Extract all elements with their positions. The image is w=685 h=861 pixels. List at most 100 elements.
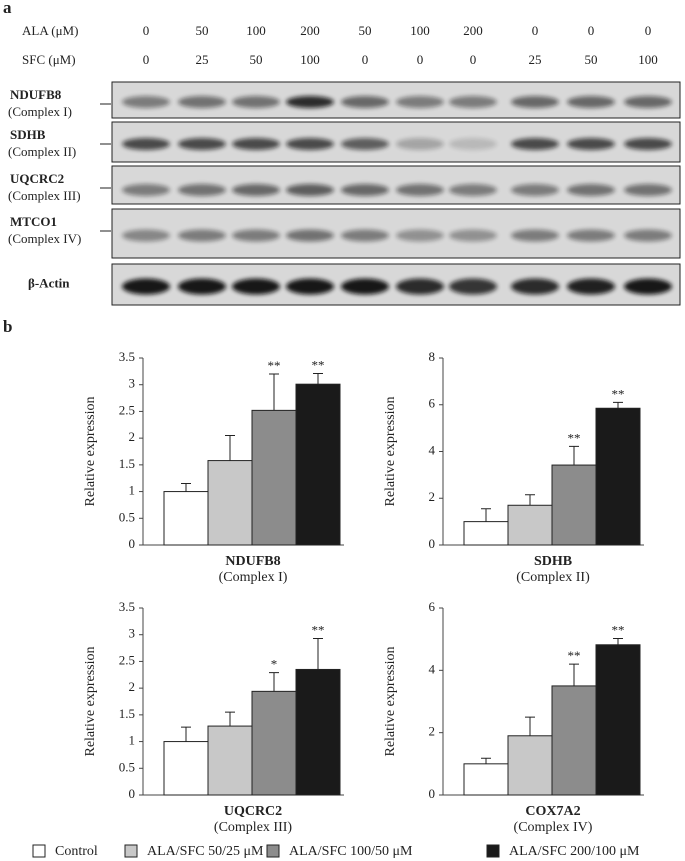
y-tick-label: 6 [429, 396, 436, 411]
legend-swatch [32, 844, 46, 858]
blot-band [232, 184, 280, 196]
error-bar [481, 757, 491, 764]
bar [251, 409, 297, 546]
chart-title: COX7A2 [525, 804, 580, 819]
blot-row-name: β-Actin [28, 275, 70, 290]
significance: * [271, 657, 278, 672]
y-tick-label: 8 [429, 349, 436, 364]
blot-row-name: MTCO1 [10, 214, 57, 229]
blot-band [511, 184, 559, 196]
blot-band [511, 96, 559, 108]
error-bar [225, 434, 235, 461]
condition-value: 100 [410, 23, 430, 38]
blot-band [624, 229, 672, 242]
legend-label: ALA/SFC 100/50 μM [289, 844, 413, 859]
chart-subtitle: (Complex I) [219, 570, 288, 585]
blot-band [178, 278, 226, 295]
bar [163, 491, 209, 546]
y-tick-label: 2.5 [119, 402, 135, 417]
condition-value: 25 [196, 52, 209, 67]
y-tick-label: 2 [429, 724, 436, 739]
error-bar [313, 372, 323, 385]
blot-band [624, 184, 672, 196]
blot-band [624, 138, 672, 150]
blot-band [567, 138, 615, 150]
chart-title: UQCRC2 [224, 804, 282, 819]
blot-band [178, 96, 226, 108]
blot-band [449, 96, 497, 108]
bar [251, 690, 297, 796]
y-tick-label: 2.5 [119, 652, 135, 667]
blot-band [449, 138, 497, 150]
y-tick-label: 3.5 [119, 349, 135, 364]
blot-band [341, 184, 389, 196]
blot-band [286, 96, 334, 108]
blot-band [122, 138, 170, 150]
blot-band [567, 184, 615, 196]
blot-row-complex: (Complex IV) [8, 231, 81, 246]
condition-value: 100 [300, 52, 320, 67]
blot-band [232, 278, 280, 295]
bar [463, 521, 509, 546]
y-tick-label: 0 [429, 786, 436, 801]
chart-title: SDHB [534, 554, 572, 569]
blot-band [122, 229, 170, 242]
chart-subtitle: (Complex IV) [514, 820, 593, 835]
condition-value: 50 [359, 23, 372, 38]
error-bar [569, 445, 579, 466]
condition-value: 50 [585, 52, 598, 67]
blot-band [567, 96, 615, 108]
blot-band [286, 278, 334, 295]
legend-swatch [486, 844, 500, 858]
blot-band [396, 278, 444, 295]
blot-band [341, 278, 389, 295]
bar [207, 725, 253, 796]
blot-row-complex: (Complex III) [8, 188, 81, 203]
condition-label: SFC (μM) [22, 52, 76, 67]
blot-band [286, 229, 334, 242]
blot-band [396, 229, 444, 242]
blot-band [624, 96, 672, 108]
y-tick-label: 0.5 [119, 509, 135, 524]
error-bar [269, 672, 279, 692]
condition-value: 0 [645, 23, 652, 38]
error-bar [525, 494, 535, 506]
bar [595, 407, 641, 546]
y-tick-label: 4 [429, 661, 436, 676]
error-bar [181, 726, 191, 742]
legend-label: ALA/SFC 200/100 μM [509, 844, 640, 859]
blot-row-name: SDHB [10, 127, 46, 142]
condition-value: 0 [417, 52, 424, 67]
condition-value: 100 [246, 23, 266, 38]
error-bar [613, 401, 623, 409]
error-bar [481, 508, 491, 522]
blot-band [396, 96, 444, 108]
bar [163, 741, 209, 796]
blot-band [341, 229, 389, 242]
bar [551, 685, 597, 796]
blot-band [511, 278, 559, 295]
condition-value: 25 [529, 52, 542, 67]
y-tick-label: 1 [129, 483, 136, 498]
y-tick-label: 0 [129, 786, 136, 801]
bar [295, 668, 341, 796]
blot-band [232, 96, 280, 108]
blot-band [511, 229, 559, 242]
bar [207, 460, 253, 546]
error-bar [569, 663, 579, 686]
y-axis-label: Relative expression [83, 396, 98, 506]
blot-band [396, 138, 444, 150]
blot-band [122, 96, 170, 108]
blot-band [232, 229, 280, 242]
y-tick-label: 0 [129, 536, 136, 551]
bar [295, 383, 341, 546]
y-tick-label: 3.5 [119, 599, 135, 614]
blot-band [341, 96, 389, 108]
significance: ** [568, 430, 581, 445]
legend-label: Control [55, 844, 98, 859]
significance: ** [612, 386, 625, 401]
condition-value: 0 [362, 52, 369, 67]
blot-row-complex: (Complex I) [8, 104, 72, 119]
condition-value: 50 [250, 52, 263, 67]
